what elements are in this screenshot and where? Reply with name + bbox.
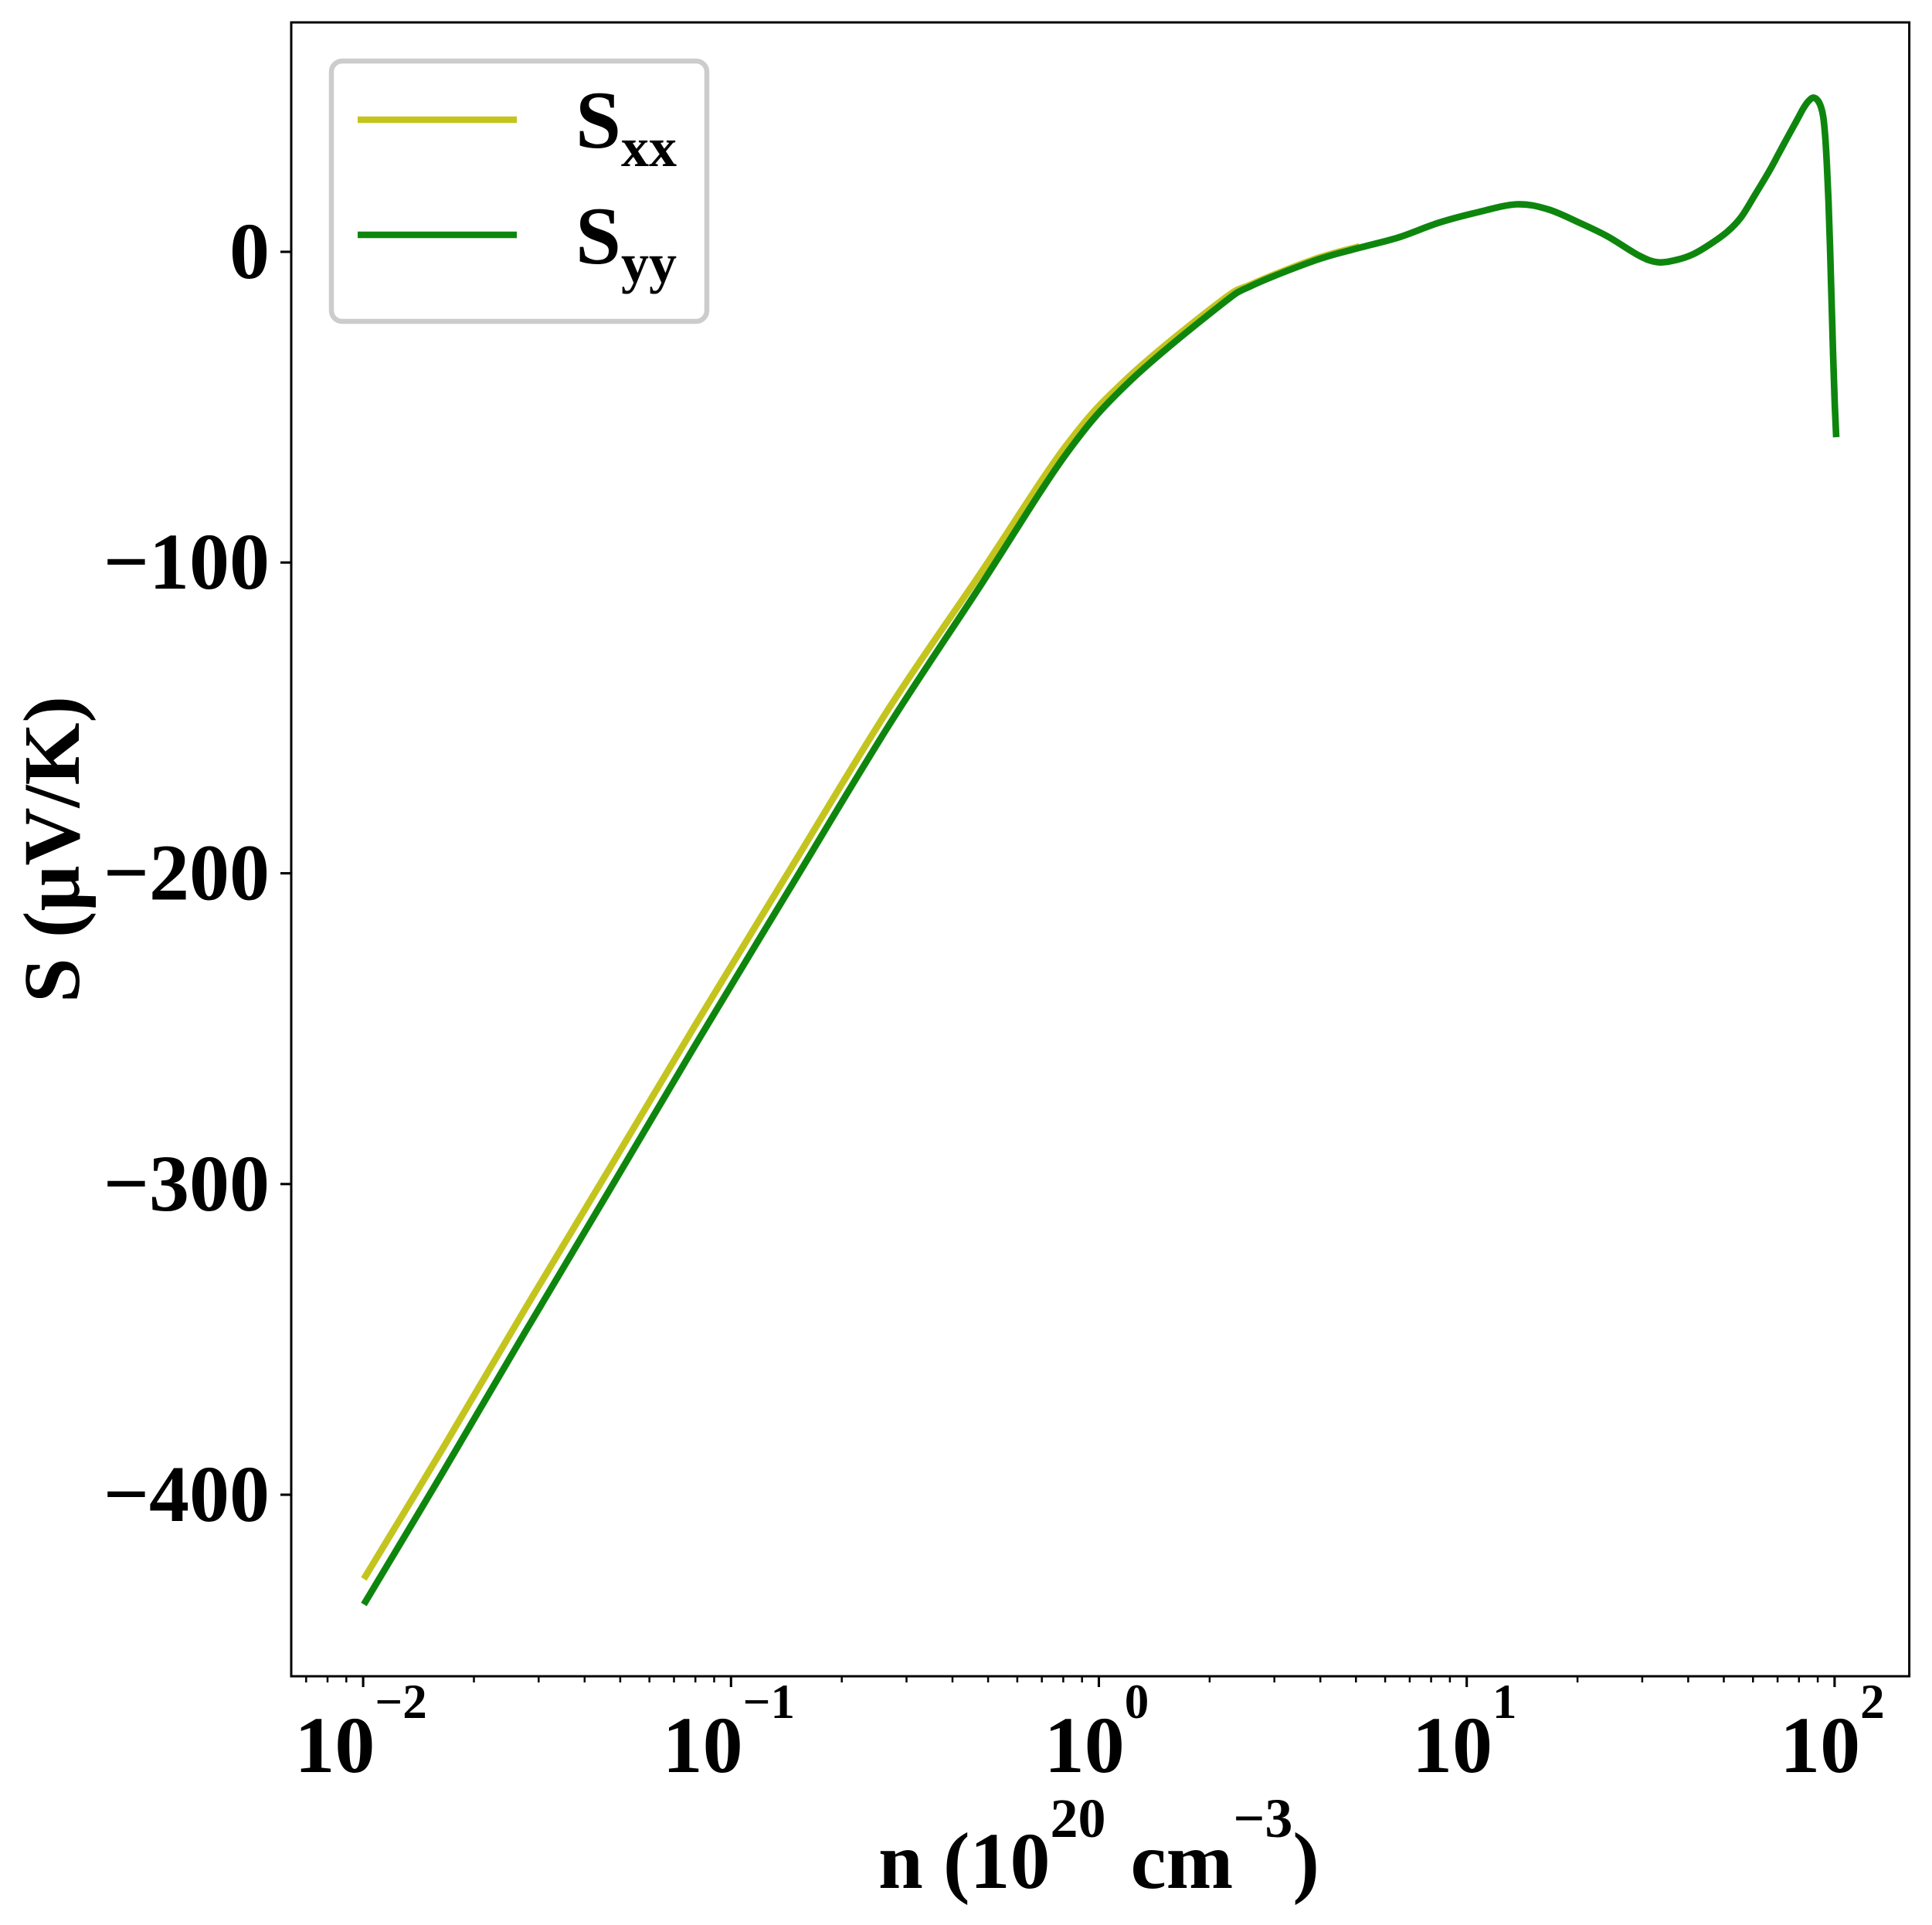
svg-text:−400: −400 <box>104 1450 270 1539</box>
svg-text:S (μV/K): S (μV/K) <box>8 696 97 1003</box>
svg-text:0: 0 <box>229 207 270 296</box>
svg-text:−200: −200 <box>104 829 270 918</box>
svg-text:−300: −300 <box>104 1139 270 1228</box>
svg-text:−100: −100 <box>104 518 270 606</box>
